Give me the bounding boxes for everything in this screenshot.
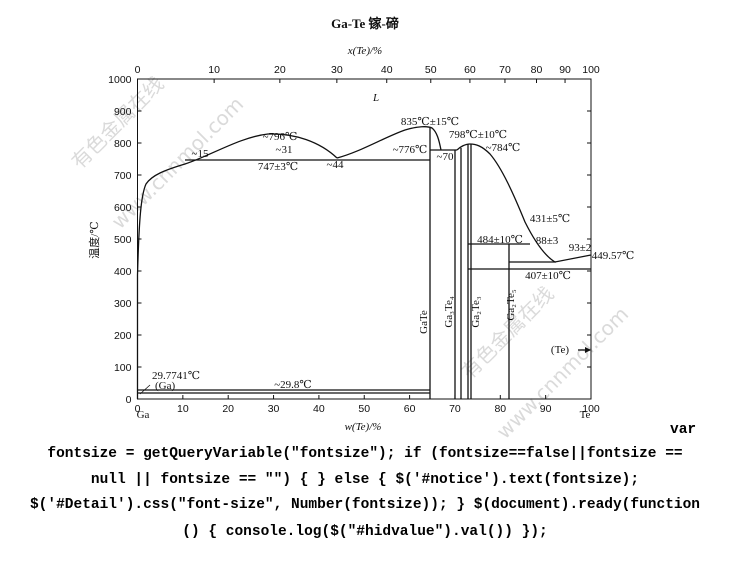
- arrow-head: [585, 347, 591, 353]
- x-tick-label: 100: [582, 403, 600, 415]
- annotations: ~796℃ ~31 ~15 747±3℃ ~44 835℃±15℃ ~776℃ …: [152, 116, 634, 392]
- x-tick-label: 50: [358, 403, 370, 415]
- x-tick-label: 90: [540, 403, 552, 415]
- annotation: 798℃±10℃: [449, 129, 507, 141]
- y-tick-label: 500: [114, 234, 132, 246]
- annotation: 407±10℃: [525, 270, 571, 282]
- element-label: Te: [580, 409, 591, 421]
- x-tick-label: 60: [404, 403, 416, 415]
- top-tick-label: 30: [331, 64, 343, 76]
- top-tick-label: 100: [582, 64, 600, 76]
- x-tick-label: 20: [222, 403, 234, 415]
- annotation: 29.7741℃: [152, 370, 200, 382]
- phase-diagram: [136, 78, 592, 400]
- code-line: var: [670, 422, 696, 438]
- element-label: Ga: [137, 409, 150, 421]
- y-tick-label: 0: [126, 394, 132, 406]
- phase-label: Ga₂Te₃: [470, 296, 482, 327]
- y-tick-label: 300: [114, 298, 132, 310]
- y-tick-label: 900: [114, 106, 132, 118]
- top-tick-label: 80: [531, 64, 543, 76]
- y-tick-label: 700: [114, 170, 132, 182]
- leader-line: [139, 384, 151, 395]
- y-tick-label: 400: [114, 266, 132, 278]
- annotation: ~44: [327, 159, 344, 171]
- bottom-axis-label: w(Te)/%: [345, 421, 382, 433]
- top-tick-label: 20: [274, 64, 286, 76]
- y-tick-label: 1000: [108, 74, 132, 86]
- top-tick-label: 90: [559, 64, 571, 76]
- y-axis-label: 温度/℃: [87, 221, 101, 258]
- phase-label: Ga₂Te₅: [505, 289, 517, 320]
- top-tick-label: 60: [464, 64, 476, 76]
- annotation: ~31: [276, 144, 293, 156]
- top-axis-label: x(Te)/%: [347, 45, 382, 57]
- phase-label: Ga₃Te₄: [443, 296, 455, 327]
- phase-label: GaTe: [418, 310, 430, 334]
- region-label: L: [372, 92, 379, 104]
- y-tick-label: 200: [114, 330, 132, 342]
- x-tick-label: 80: [494, 403, 506, 415]
- x-tick-label: 30: [268, 403, 280, 415]
- x-tick-label: 70: [449, 403, 461, 415]
- annotation: ~776℃: [393, 144, 428, 156]
- x-tick-label: 40: [313, 403, 325, 415]
- annotation: (Te): [551, 344, 569, 356]
- code-line: null || fontsize == "") { } else { $('#n…: [91, 472, 639, 488]
- y-tick-label: 100: [114, 362, 132, 374]
- y-tick-label: 800: [114, 138, 132, 150]
- annotation: 431±5℃: [530, 213, 570, 225]
- annotation: ~70: [437, 151, 454, 163]
- x-tick-label: 0: [135, 403, 141, 415]
- liquidus: [336, 126, 442, 159]
- top-tick-label: 70: [499, 64, 511, 76]
- top-tick-label: 0: [135, 64, 141, 76]
- code-line: fontsize = getQueryVariable("fontsize");…: [47, 446, 682, 462]
- annotation: 88±3: [536, 235, 559, 247]
- top-tick-label: 40: [381, 64, 393, 76]
- annotation: (Ga): [155, 380, 175, 392]
- annotation: 747±3℃: [258, 161, 298, 173]
- y-tick-label: 600: [114, 202, 132, 214]
- watermark: 有色金属在线: [67, 72, 169, 174]
- annotation: 93±2: [569, 242, 592, 254]
- top-tick-label: 50: [425, 64, 437, 76]
- annotation: 449.57℃: [592, 250, 635, 262]
- liquidus: [456, 143, 592, 263]
- annotation: ~29.8℃: [274, 379, 312, 391]
- top-tick-label: 10: [208, 64, 220, 76]
- diagram-title: Ga-Te 镓-碲: [331, 16, 399, 31]
- code-line: $('#Detail').css("font-size", Number(fon…: [30, 497, 700, 513]
- liquidus: [136, 133, 338, 399]
- annotation: ~784℃: [486, 142, 521, 154]
- code-text: var fontsize = getQueryVariable("fontsiz…: [30, 422, 700, 540]
- code-line: () { console.log($("#hidvalue").val()) }…: [182, 524, 547, 540]
- annotation: ~15: [192, 148, 209, 160]
- annotation: 484±10℃: [477, 234, 523, 246]
- x-tick-label: 10: [177, 403, 189, 415]
- annotation: ~796℃: [263, 131, 298, 143]
- annotation: 835℃±15℃: [401, 116, 459, 128]
